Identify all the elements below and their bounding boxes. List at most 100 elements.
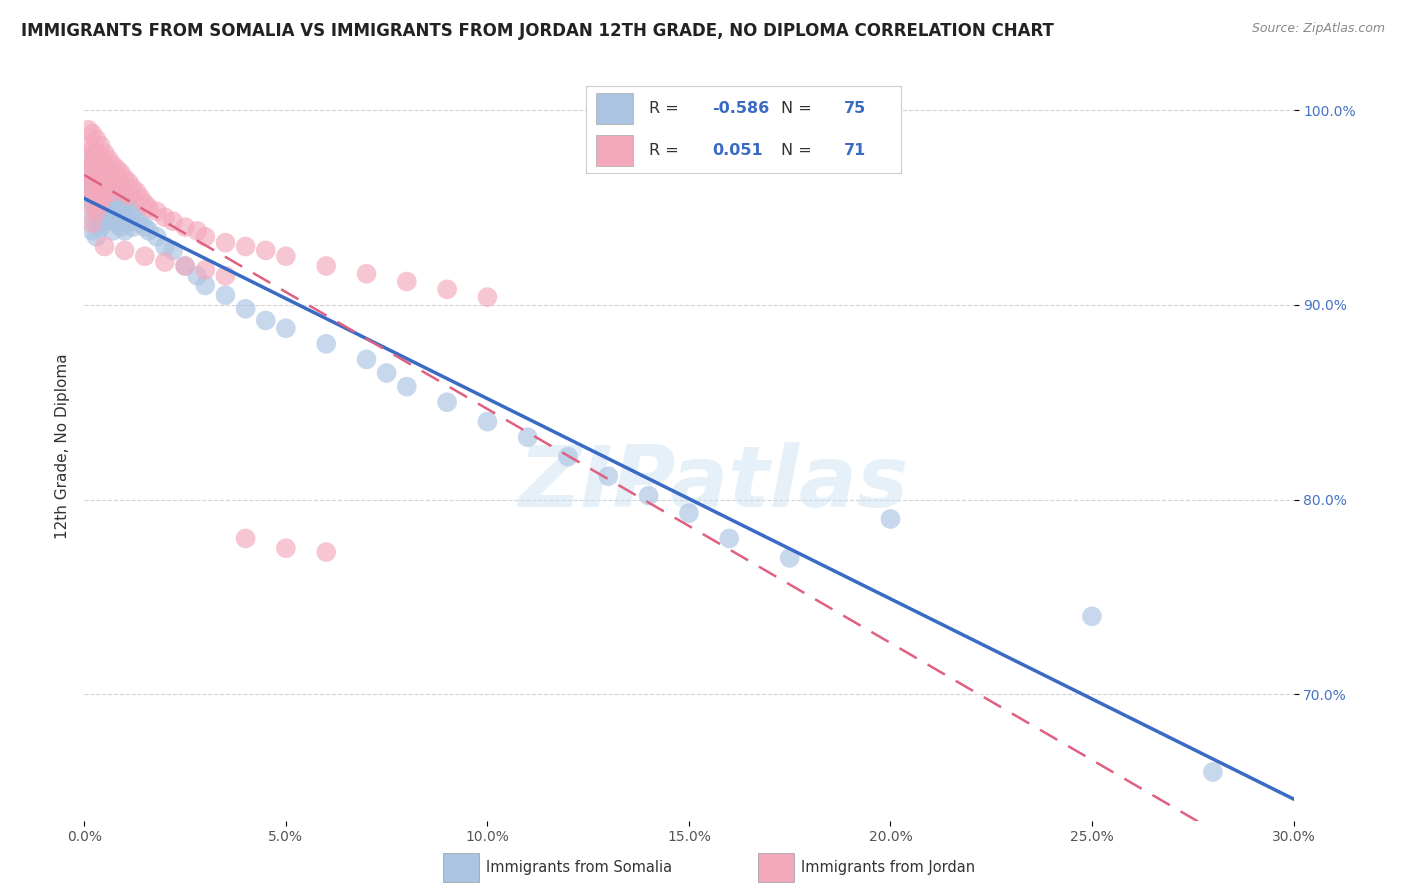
Point [186,224,208,238]
Point [110,220,132,235]
Text: Immigrants from Jordan: Immigrants from Jordan [801,860,976,875]
Point [375,366,398,380]
Point [395,275,418,289]
Point [174,220,197,235]
Point [1202,764,1225,779]
Point [557,450,579,464]
Point [86,189,108,203]
Point [101,211,124,225]
Point [89,181,111,195]
Point [879,512,901,526]
Point [1081,609,1104,624]
Point [97,175,120,189]
Point [86,178,108,192]
Point [134,220,156,235]
Point [86,161,108,176]
Point [162,244,184,258]
Point [174,259,197,273]
Text: Immigrants from Somalia: Immigrants from Somalia [486,860,672,875]
Point [356,352,378,367]
Point [89,138,111,153]
Point [86,204,108,219]
Point [93,185,115,199]
Point [477,290,499,304]
Point [146,229,169,244]
Point [97,152,120,166]
Point [436,395,458,409]
Point [77,152,100,166]
Point [254,244,277,258]
Point [118,175,141,189]
Point [436,282,458,296]
Text: Source: ZipAtlas.com: Source: ZipAtlas.com [1251,22,1385,36]
Point [274,321,297,335]
Point [86,146,108,161]
Point [105,185,128,199]
Point [82,127,104,141]
Point [114,244,136,258]
Point [86,191,108,205]
Point [93,239,115,253]
Text: ZIPatlas: ZIPatlas [517,442,908,525]
Point [235,239,257,253]
Point [315,259,337,273]
Point [125,185,148,199]
Point [82,171,104,186]
Point [214,268,236,283]
Point [235,532,257,546]
Point [93,175,115,189]
Point [254,313,277,327]
Y-axis label: 12th Grade, No Diploma: 12th Grade, No Diploma [55,353,70,539]
Point [118,201,141,215]
Point [82,224,104,238]
Point [101,171,124,186]
Point [138,201,160,215]
Point [97,165,120,179]
Point [82,158,104,172]
Point [114,196,136,211]
Point [82,196,104,211]
Point [82,142,104,156]
Point [89,204,111,219]
Point [105,175,128,189]
Point [86,161,108,176]
Point [194,263,217,277]
Point [153,211,176,225]
Point [125,211,148,225]
Point [89,196,111,211]
Point [89,168,111,182]
Point [105,161,128,176]
Point [77,152,100,166]
Point [110,165,132,179]
Point [598,469,620,483]
Point [516,430,538,444]
Point [101,181,124,195]
Point [186,268,208,283]
Point [82,171,104,186]
Point [89,152,111,166]
Point [82,216,104,230]
Point [77,165,100,179]
Point [86,132,108,146]
Point [121,220,143,235]
Point [77,181,100,195]
Point [118,189,141,203]
Point [97,181,120,195]
Point [93,214,115,228]
Point [89,220,111,235]
Point [77,178,100,192]
Point [89,179,111,194]
Point [138,224,160,238]
Point [477,415,499,429]
Point [97,191,120,205]
Point [129,191,152,205]
Point [105,216,128,230]
Point [235,301,257,316]
Point [356,267,378,281]
Point [637,489,659,503]
Point [77,191,100,205]
Point [121,181,143,195]
Point [101,224,124,238]
Point [114,211,136,225]
Point [274,541,297,556]
